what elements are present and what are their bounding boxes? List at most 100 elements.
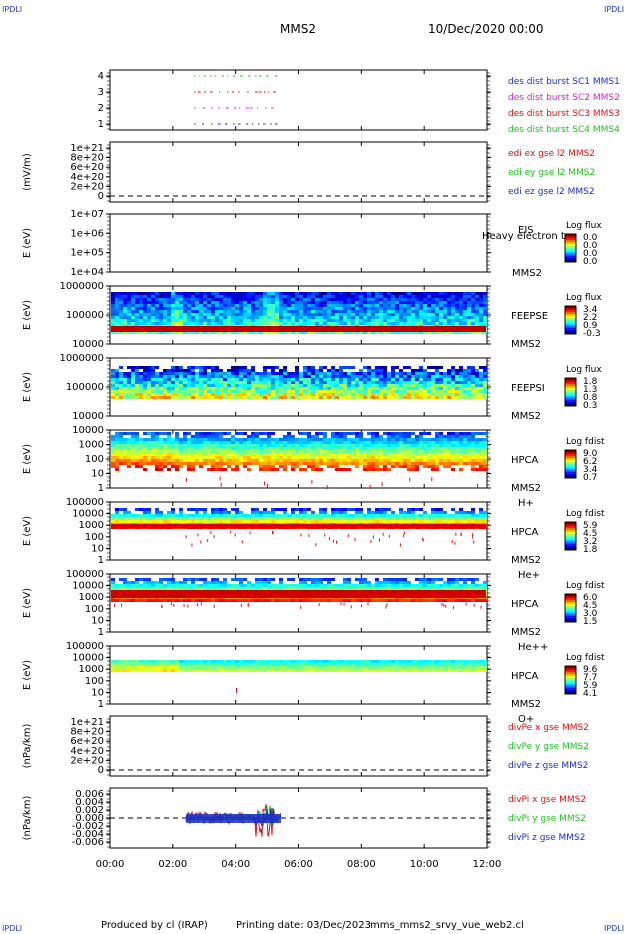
spectrogram-cell <box>379 447 383 450</box>
spectrogram-cell <box>427 295 431 298</box>
spectrogram-cell <box>275 307 279 310</box>
spectrogram-cell <box>423 381 427 384</box>
spectrogram-cell <box>307 447 311 450</box>
spectrogram-cell <box>311 322 315 325</box>
spectrogram-cell <box>175 520 179 523</box>
colorbar-segment <box>565 532 576 535</box>
colorbar-tick-label: 1.8 <box>583 545 598 555</box>
spectrogram-cell <box>359 511 363 514</box>
spectrogram-cell <box>307 378 311 381</box>
spectrogram-cell <box>471 447 475 450</box>
spectrogram-cell <box>419 375 423 378</box>
spectrogram-cell <box>295 387 299 390</box>
spectrogram-cell <box>371 387 375 390</box>
spectrogram-cell <box>175 447 179 450</box>
spectrogram-cell <box>295 295 299 298</box>
spectrogram-cell <box>367 459 371 462</box>
spectrogram-cell <box>463 378 467 381</box>
spectrogram-cell <box>339 456 343 459</box>
spectrogram-cell <box>451 298 455 301</box>
spectrogram-cell <box>443 390 447 393</box>
spectrogram-cell <box>299 295 303 298</box>
spectrogram-cell <box>375 301 379 304</box>
spectrogram-cell <box>431 514 435 517</box>
spectrogram-cell <box>267 378 271 381</box>
spectrogram-cell <box>231 520 235 523</box>
spectrogram-cell <box>183 322 187 325</box>
spectrogram-cell <box>279 319 283 322</box>
spectrogram-cell <box>415 517 419 520</box>
spectrogram-cell <box>119 435 123 438</box>
spectrogram-cell <box>403 462 407 465</box>
spectrogram-cell <box>227 432 231 435</box>
spectrogram-cell <box>291 292 295 295</box>
spectrogram-cell <box>415 387 419 390</box>
spectrogram-cell <box>143 331 147 334</box>
spectrogram-cell <box>183 307 187 310</box>
spectrogram-cell <box>423 304 427 307</box>
spectrogram-cell <box>211 316 215 319</box>
spectrogram-cell <box>467 390 471 393</box>
colorbar-tick-label: 1.5 <box>583 617 597 627</box>
spectrogram-cell <box>419 381 423 384</box>
spectrogram-cell <box>339 378 343 381</box>
spectrogram-cell <box>187 298 191 301</box>
spectrogram-cell <box>179 366 183 369</box>
spectrogram-cell <box>431 387 435 390</box>
spectrogram-cell <box>115 462 119 465</box>
spectrogram-cell <box>119 599 123 602</box>
spectrogram-cell <box>231 307 235 310</box>
y-tick-label: -0.006 <box>72 837 104 848</box>
spectrogram-cell <box>383 396 387 399</box>
spectrogram-cell <box>247 450 251 453</box>
spectrogram-cell <box>115 292 119 295</box>
spectrogram-cell <box>219 378 223 381</box>
spectrogram-cell <box>255 511 259 514</box>
colorbar-segment <box>565 246 576 249</box>
spectrogram-cell <box>131 581 135 584</box>
spectrogram-cell <box>399 384 403 387</box>
spectrogram-cell <box>331 447 335 450</box>
spectrogram-cell <box>275 295 279 298</box>
spectrogram-cell <box>435 322 439 325</box>
spectrogram-cell <box>275 375 279 378</box>
spectrogram-cell <box>211 295 215 298</box>
spectrogram-cell <box>299 390 303 393</box>
spectrogram-cell <box>179 369 183 372</box>
spectrogram-cell <box>271 381 275 384</box>
spectrogram-cell <box>343 307 347 310</box>
spectrogram-cell <box>419 441 423 444</box>
spectrogram-cell <box>183 316 187 319</box>
spectrogram-cell <box>299 462 303 465</box>
y-tick-label: 1 <box>98 627 104 638</box>
spectrogram-cell <box>399 465 403 468</box>
spectrogram-cell <box>415 369 419 372</box>
spectrogram-cell <box>379 514 383 517</box>
spectrogram-cell <box>183 514 187 517</box>
spectrogram-cell <box>227 393 231 396</box>
spectrogram-cell <box>335 435 339 438</box>
spectrogram-cell <box>475 444 479 447</box>
spectrogram-cell <box>171 331 175 334</box>
spectrogram-cell <box>239 307 243 310</box>
spectrogram-cell <box>239 462 243 465</box>
spectrogram-cell <box>235 369 239 372</box>
spectrogram-cell <box>479 517 483 520</box>
spectrogram-cell <box>195 462 199 465</box>
spectrogram-cell <box>375 384 379 387</box>
spectrogram-cell <box>279 313 283 316</box>
spectrogram-cell <box>327 316 331 319</box>
spectrogram-cell <box>435 310 439 313</box>
spectrogram-cell <box>275 331 279 334</box>
spectrogram-cell <box>399 438 403 441</box>
spectrogram-cell <box>447 432 451 435</box>
spectrogram-cell <box>347 366 351 369</box>
spectrogram-cell <box>263 441 267 444</box>
spectrogram-cell <box>339 322 343 325</box>
spectrogram-cell <box>199 432 203 435</box>
spectrogram-cell <box>307 372 311 375</box>
spectrogram-cell <box>439 310 443 313</box>
spectrogram-cell <box>235 517 239 520</box>
spectrogram-cell <box>323 298 327 301</box>
spectrogram-cell <box>315 313 319 316</box>
